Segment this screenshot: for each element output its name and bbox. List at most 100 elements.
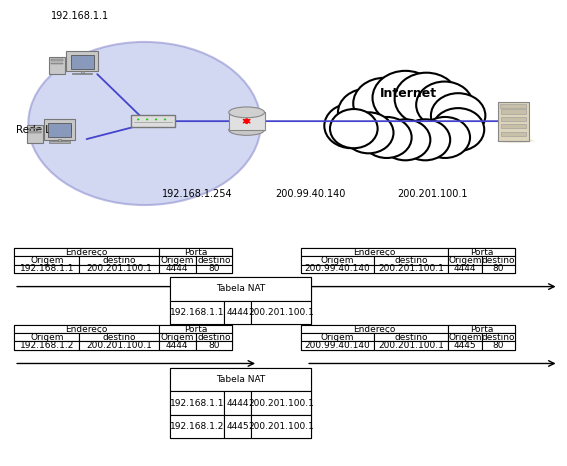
Text: 4445: 4445 bbox=[454, 341, 476, 350]
FancyBboxPatch shape bbox=[196, 342, 232, 350]
Text: destino: destino bbox=[394, 333, 428, 342]
Text: Porta: Porta bbox=[469, 325, 493, 334]
Circle shape bbox=[344, 112, 393, 153]
Text: 4445: 4445 bbox=[226, 422, 249, 431]
Bar bbox=[28, 131, 41, 133]
Text: 4444: 4444 bbox=[226, 398, 249, 408]
FancyBboxPatch shape bbox=[374, 265, 448, 273]
Circle shape bbox=[400, 119, 450, 160]
FancyBboxPatch shape bbox=[301, 325, 448, 333]
Text: 192.168.1.2: 192.168.1.2 bbox=[20, 341, 74, 350]
FancyBboxPatch shape bbox=[196, 333, 232, 342]
Circle shape bbox=[353, 78, 416, 129]
FancyBboxPatch shape bbox=[482, 256, 515, 265]
FancyBboxPatch shape bbox=[159, 248, 232, 256]
FancyBboxPatch shape bbox=[170, 277, 311, 324]
Text: 200.201.100.1: 200.201.100.1 bbox=[86, 264, 152, 273]
Text: Origem: Origem bbox=[320, 256, 354, 265]
FancyBboxPatch shape bbox=[319, 66, 491, 165]
FancyBboxPatch shape bbox=[14, 325, 159, 333]
Text: destino: destino bbox=[481, 256, 515, 265]
FancyBboxPatch shape bbox=[79, 333, 159, 342]
Ellipse shape bbox=[229, 107, 264, 118]
Circle shape bbox=[146, 118, 149, 120]
Text: 200.99.40.140: 200.99.40.140 bbox=[304, 341, 370, 350]
Bar bbox=[501, 124, 526, 129]
Text: 200.201.100.1: 200.201.100.1 bbox=[378, 264, 444, 273]
Bar bbox=[81, 71, 84, 73]
Text: Porta: Porta bbox=[184, 325, 208, 334]
Text: Endereço: Endereço bbox=[65, 325, 108, 334]
FancyBboxPatch shape bbox=[159, 256, 196, 265]
FancyBboxPatch shape bbox=[374, 256, 448, 265]
Text: Origem: Origem bbox=[30, 333, 64, 342]
FancyBboxPatch shape bbox=[374, 342, 448, 350]
FancyBboxPatch shape bbox=[482, 265, 515, 273]
FancyBboxPatch shape bbox=[301, 256, 374, 265]
Text: Origem: Origem bbox=[448, 256, 482, 265]
Bar bbox=[72, 73, 92, 75]
Circle shape bbox=[330, 109, 378, 148]
FancyBboxPatch shape bbox=[301, 325, 515, 350]
FancyBboxPatch shape bbox=[71, 55, 94, 69]
FancyBboxPatch shape bbox=[170, 301, 224, 324]
FancyBboxPatch shape bbox=[251, 301, 311, 324]
Text: 192.168.1.1: 192.168.1.1 bbox=[170, 308, 225, 317]
Ellipse shape bbox=[28, 42, 261, 205]
FancyBboxPatch shape bbox=[49, 57, 65, 75]
Text: 4444: 4444 bbox=[226, 308, 249, 317]
Circle shape bbox=[380, 119, 430, 160]
Text: 200.201.100.1: 200.201.100.1 bbox=[397, 189, 467, 199]
FancyBboxPatch shape bbox=[448, 265, 482, 273]
FancyBboxPatch shape bbox=[482, 333, 515, 342]
Text: 80: 80 bbox=[493, 264, 504, 273]
FancyBboxPatch shape bbox=[196, 256, 232, 265]
FancyBboxPatch shape bbox=[224, 301, 251, 324]
Bar bbox=[500, 103, 526, 109]
Text: 200.99.40.140: 200.99.40.140 bbox=[304, 264, 370, 273]
FancyBboxPatch shape bbox=[79, 256, 159, 265]
Circle shape bbox=[395, 73, 458, 125]
FancyBboxPatch shape bbox=[44, 119, 75, 140]
FancyBboxPatch shape bbox=[170, 368, 311, 438]
Text: 200.201.100.1: 200.201.100.1 bbox=[248, 308, 314, 317]
Text: Origem: Origem bbox=[160, 333, 194, 342]
Circle shape bbox=[164, 118, 166, 120]
Text: 192.168.1.1: 192.168.1.1 bbox=[19, 264, 74, 273]
Circle shape bbox=[338, 89, 397, 137]
Text: 192.168.1.1: 192.168.1.1 bbox=[170, 398, 225, 408]
Bar bbox=[51, 59, 64, 61]
FancyBboxPatch shape bbox=[14, 325, 232, 350]
FancyBboxPatch shape bbox=[498, 102, 528, 141]
Text: Endereço: Endereço bbox=[65, 248, 108, 257]
FancyBboxPatch shape bbox=[301, 342, 374, 350]
FancyBboxPatch shape bbox=[79, 265, 159, 273]
Text: Endereço: Endereço bbox=[353, 248, 395, 257]
FancyBboxPatch shape bbox=[14, 333, 79, 342]
Bar bbox=[501, 109, 526, 114]
Text: Endereço: Endereço bbox=[353, 325, 395, 334]
Text: Rede Local: Rede Local bbox=[16, 125, 72, 136]
FancyBboxPatch shape bbox=[482, 342, 515, 350]
Text: destino: destino bbox=[197, 333, 231, 342]
Text: destino: destino bbox=[102, 256, 136, 265]
Circle shape bbox=[420, 117, 470, 158]
FancyBboxPatch shape bbox=[448, 333, 482, 342]
FancyBboxPatch shape bbox=[224, 415, 251, 438]
Text: destino: destino bbox=[394, 256, 428, 265]
Text: 192.168.1.254: 192.168.1.254 bbox=[162, 189, 232, 199]
FancyBboxPatch shape bbox=[448, 325, 515, 333]
FancyBboxPatch shape bbox=[196, 265, 232, 273]
Bar bbox=[58, 139, 61, 142]
Text: 200.99.40.140: 200.99.40.140 bbox=[275, 189, 345, 199]
Ellipse shape bbox=[229, 124, 264, 135]
FancyBboxPatch shape bbox=[251, 415, 311, 438]
FancyBboxPatch shape bbox=[301, 333, 374, 342]
FancyBboxPatch shape bbox=[14, 265, 79, 273]
FancyBboxPatch shape bbox=[170, 391, 224, 415]
FancyBboxPatch shape bbox=[14, 248, 159, 256]
FancyBboxPatch shape bbox=[27, 125, 43, 143]
Circle shape bbox=[324, 103, 379, 148]
FancyBboxPatch shape bbox=[374, 333, 448, 342]
Text: 200.201.100.1: 200.201.100.1 bbox=[378, 341, 444, 350]
